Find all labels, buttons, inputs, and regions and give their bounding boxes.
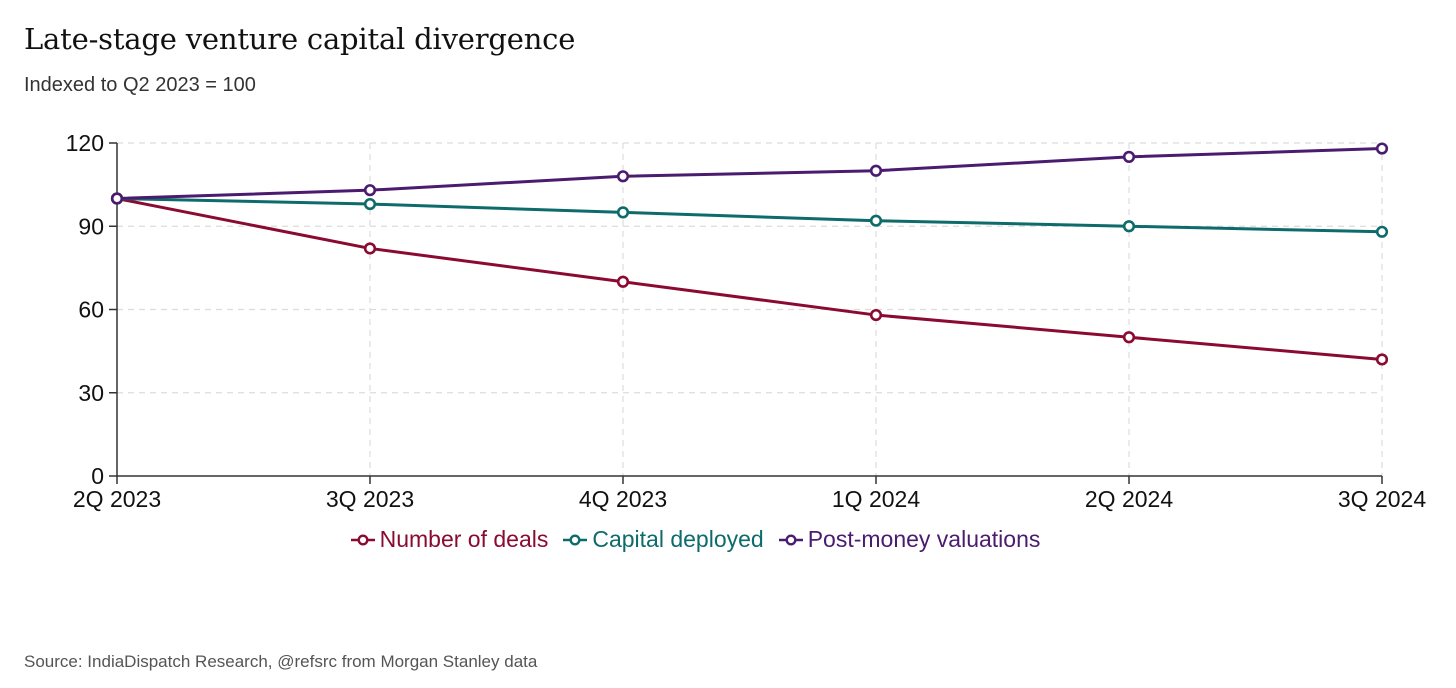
chart-subtitle: Indexed to Q2 2023 = 100 [24, 74, 256, 96]
legend-item-capital-deployed: Capital deployed [562, 526, 764, 553]
data-point [869, 214, 883, 227]
legend-label: Post-money valuations [807, 526, 1041, 552]
y-tick-label: 0 [91, 463, 104, 489]
line-chart: 0 30 60 90 120 2Q 2023 3Q 2023 4Q 2023 1Q 2024 2Q… [66, 130, 1427, 512]
x-tick-label: 2Q 2023 [73, 486, 161, 512]
data-point [1375, 142, 1389, 155]
chart-title: Late-stage venture capital divergence [24, 22, 576, 56]
source-note: Source: IndiaDispatch Research, @refsrc … [24, 652, 538, 671]
legend-item-post-money-valuations: Post-money valuations [778, 526, 1041, 553]
series-capital-deployed [110, 192, 1389, 238]
legend-item-number-of-deals: Number of deals [350, 526, 549, 553]
legend: Number of deals Capital deployed Post-mone… [0, 526, 1390, 553]
data-point [1375, 353, 1389, 366]
legend-line-marker-icon [563, 533, 588, 546]
series-post-money-valuations [110, 142, 1389, 205]
legend-label: Capital deployed [592, 526, 764, 552]
series-lines [110, 142, 1389, 366]
series-line [116, 147, 1383, 200]
series-number-of-deals [110, 192, 1389, 366]
data-point [1122, 150, 1136, 163]
data-point [363, 242, 377, 255]
x-tick-label: 1Q 2024 [832, 486, 920, 512]
legend-line-marker-icon [778, 533, 803, 546]
series-line [116, 197, 1383, 234]
x-tick-label: 3Q 2023 [326, 486, 414, 512]
y-tick-label: 120 [66, 130, 104, 156]
legend-label: Number of deals [379, 526, 549, 552]
data-point [1375, 225, 1389, 238]
data-point [616, 275, 630, 288]
axes: 0 30 60 90 120 2Q 2023 3Q 2023 4Q 2023 1Q 2024 2Q… [66, 130, 1427, 512]
x-tick-label: 2Q 2024 [1085, 486, 1173, 512]
y-tick-label: 60 [78, 297, 104, 323]
y-tick-label: 30 [78, 380, 104, 406]
data-point [363, 197, 377, 211]
grid [117, 142, 1383, 476]
legend-line-marker-icon [350, 533, 375, 546]
series-line [116, 197, 1383, 361]
data-point [616, 206, 630, 219]
data-point [869, 164, 883, 177]
data-point [869, 308, 883, 322]
data-point [616, 170, 630, 183]
data-point [110, 192, 124, 205]
y-tick-label: 90 [78, 213, 104, 239]
data-point [1122, 220, 1136, 233]
x-tick-label: 3Q 2024 [1338, 486, 1426, 512]
data-point [1122, 331, 1136, 344]
data-point [363, 184, 377, 197]
x-tick-label: 4Q 2023 [579, 486, 667, 512]
